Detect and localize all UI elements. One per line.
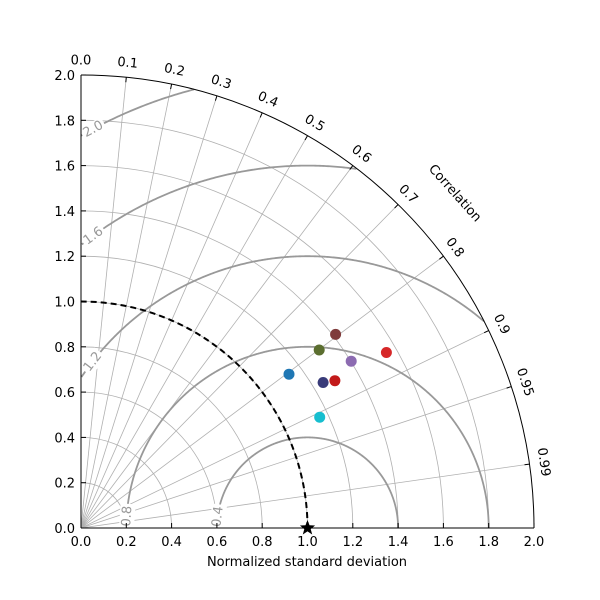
correlation-tick-label: 0.8 (442, 235, 466, 261)
correlation-tick-label: 0.7 (395, 182, 420, 207)
correlation-tick-label: 0.0 (71, 54, 92, 69)
correlation-tick-label: 0.95 (513, 366, 536, 398)
correlation-tick-label: 0.4 (255, 89, 280, 111)
rms-contour (216, 436, 399, 528)
reference-star-marker (299, 520, 316, 535)
rms-label-background (209, 503, 228, 530)
x-axis-label: Normalized standard deviation (207, 555, 407, 570)
correlation-axis-label: Correlation (425, 162, 484, 225)
correlation-tick-label: 0.9 (490, 312, 513, 337)
x-tick-label: 1.8 (478, 535, 499, 550)
y-tick-label: 1.2 (54, 250, 75, 265)
std-grid-arc (80, 165, 444, 529)
y-tick-label: 0.8 (54, 341, 75, 356)
rms-contour-label: 0.8 (119, 505, 135, 527)
x-tick-label: 1.2 (342, 535, 363, 550)
std-grid-arc (80, 210, 399, 529)
rms-contour (81, 164, 357, 246)
correlation-tick-mark (439, 255, 444, 260)
correlation-grid-line (80, 165, 354, 529)
correlation-tick-mark (304, 135, 308, 141)
x-tick-label: 1.4 (388, 535, 409, 550)
correlation-tick-label: 0.5 (302, 112, 327, 135)
data-point-5 (317, 377, 329, 388)
data-point-1 (283, 368, 295, 380)
correlation-grid-line (80, 135, 308, 529)
correlation-tick-mark (506, 386, 512, 389)
rms-contours: 0.40.81.21.62.0 (78, 88, 490, 530)
x-tick-label: 0.2 (116, 535, 137, 550)
correlation-tick-label: 0.3 (209, 72, 233, 93)
y-tick-label: 0.6 (54, 386, 75, 401)
correlation-grid-line (80, 95, 218, 529)
grid-layer (80, 77, 530, 529)
y-tick-label: 0.4 (54, 431, 75, 446)
data-point-2 (314, 411, 326, 423)
std-grid-arc (80, 255, 354, 529)
y-tick-label: 1.4 (54, 205, 75, 220)
data-point-3 (313, 344, 325, 356)
outer-correlation-arc (80, 74, 535, 529)
rms-label-background (78, 116, 108, 142)
correlation-tick-mark (214, 95, 218, 101)
rms-label-background (79, 347, 107, 377)
x-tick-label: 1.0 (297, 535, 318, 550)
correlation-tick-mark (483, 330, 489, 334)
std-grid-arc (80, 346, 263, 529)
correlation-tick-label: 0.1 (117, 55, 139, 72)
data-point-4 (330, 328, 342, 340)
y-tick-label: 2.0 (54, 69, 75, 84)
x-tick-label: 0.8 (252, 535, 273, 550)
x-tick-label: 0.0 (71, 535, 92, 550)
rms-contour (80, 255, 485, 378)
correlation-tick-label: 0.2 (163, 61, 186, 80)
data-point-7 (345, 355, 357, 367)
rms-label-background (79, 222, 108, 250)
y-tick-label: 1.6 (54, 160, 75, 175)
x-tick-label: 2.0 (524, 535, 545, 550)
correlation-tick-mark (125, 77, 127, 83)
std-grid-arc (80, 391, 218, 529)
x-tick-label: 0.6 (207, 535, 228, 550)
correlation-tick-mark (394, 204, 399, 209)
rms-label-background (118, 503, 136, 529)
x-tick-label: 1.6 (433, 535, 454, 550)
correlation-tick-mark (259, 112, 263, 118)
correlation-tick-label: 0.99 (534, 447, 553, 478)
correlation-tick-label: 0.6 (348, 142, 374, 166)
std-grid-arc (80, 119, 490, 529)
correlation-tick-mark (170, 84, 173, 90)
rms-contour-label: 0.4 (209, 505, 226, 527)
data-points (283, 328, 392, 535)
axes-frame (80, 74, 535, 529)
y-tick-label: 0.0 (54, 522, 75, 537)
data-point-6 (329, 375, 341, 387)
correlation-tick-mark (524, 463, 530, 466)
correlation-tick-mark (349, 165, 354, 170)
rms-contour (125, 345, 490, 528)
x-tick-label: 0.4 (161, 535, 182, 550)
y-tick-label: 1.8 (54, 114, 75, 129)
reference-std-arc (80, 300, 309, 529)
data-point-8 (380, 347, 392, 358)
y-tick-label: 1.0 (54, 296, 75, 311)
y-tick-label: 0.2 (54, 477, 75, 492)
